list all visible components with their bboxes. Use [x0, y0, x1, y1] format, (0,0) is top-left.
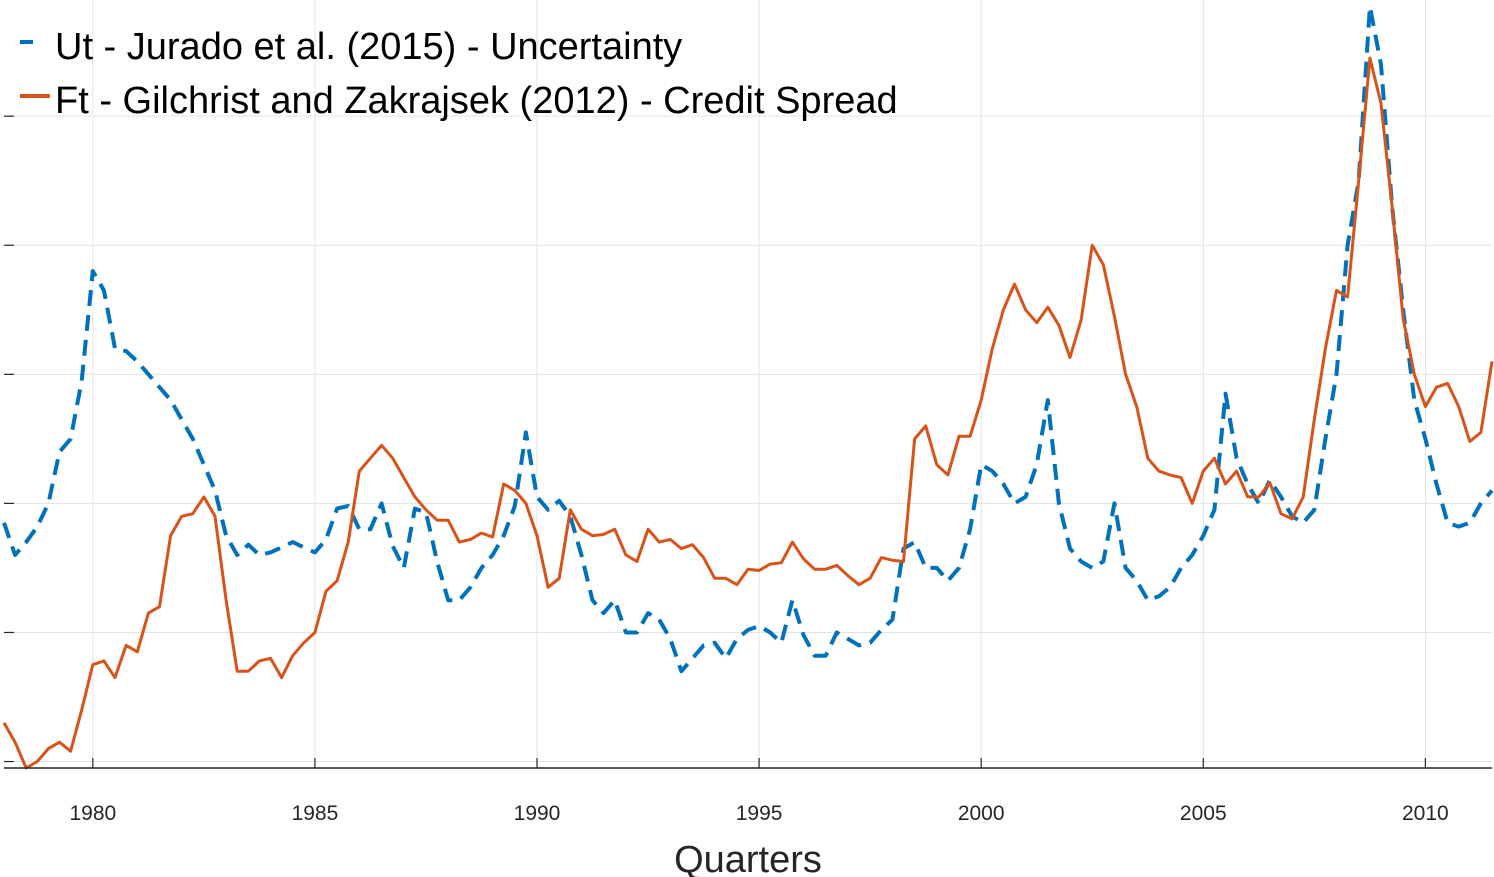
- x-tick-label-1980: 1980: [69, 802, 116, 825]
- x-tick-label-2010: 2010: [1402, 802, 1449, 825]
- legend-label-credit-spread: Ft - Gilchrist and Zakrajsek (2012) - Cr…: [55, 80, 898, 122]
- legend-label-uncertainty: Ut - Jurado et al. (2015) - Uncertainty: [55, 26, 682, 68]
- legend: Ut - Jurado et al. (2015) - Uncertainty …: [20, 26, 898, 122]
- x-tick-label-1990: 1990: [514, 802, 561, 825]
- series-uncertainty-line: [2, 4, 1494, 674]
- x-tick-label-1985: 1985: [292, 802, 339, 825]
- grid-lines: [4, 0, 1492, 768]
- x-tick-label-1995: 1995: [736, 802, 783, 825]
- series-credit-spread-line: [2, 56, 1494, 770]
- x-tick-label-2005: 2005: [1180, 802, 1227, 825]
- x-tick-label-2000: 2000: [958, 802, 1005, 825]
- x-axis-title: Quarters: [674, 839, 822, 877]
- plot-area: [2, 4, 1494, 770]
- x-axis-ticks: 1980 1985 1990 1995 2000 2005 2010: [69, 758, 1449, 825]
